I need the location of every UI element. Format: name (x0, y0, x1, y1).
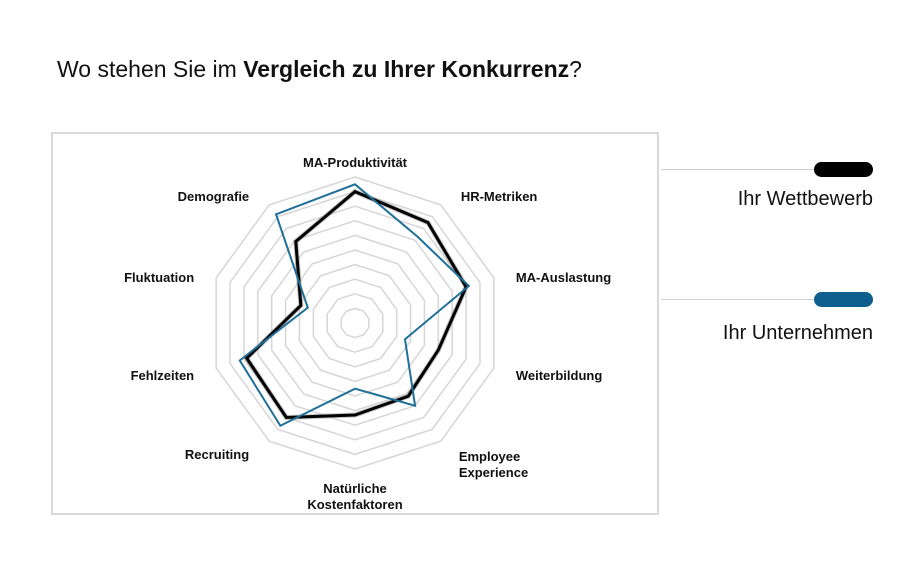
axis-label: Demografie (178, 189, 250, 204)
axis-label: Natürliche Kostenfaktoren (307, 481, 402, 512)
grid-ring (312, 278, 398, 368)
radar-chart-frame (51, 132, 659, 515)
grid-ring (270, 234, 440, 412)
axis-label: HR-Metriken (461, 189, 538, 204)
grid-ring (229, 190, 481, 456)
grid-ring (284, 249, 426, 397)
axis-label: MA-Produktivität (303, 155, 408, 170)
axis-label: Employee Experience (459, 449, 528, 480)
legend-swatch-company (814, 292, 873, 307)
page-title: Wo stehen Sie im Vergleich zu Ihrer Konk… (57, 56, 582, 82)
legend-swatch-competitor (814, 162, 873, 177)
axis-label: Weiterbildung (516, 368, 602, 383)
grid-ring (340, 307, 370, 339)
legend-label-company: Ihr Unternehmen (722, 322, 873, 344)
legend-label-competitor: Ihr Wettbewerb (737, 188, 873, 210)
axis-label: Fluktuation (124, 270, 194, 285)
grid-ring (298, 263, 412, 383)
axis-label: MA-Auslastung (516, 270, 611, 285)
legend-line-company (661, 299, 821, 300)
grid-ring (326, 293, 384, 353)
axis-label: Fehlzeiten (131, 368, 195, 383)
grid-ring (215, 176, 495, 470)
grid-ring (257, 220, 453, 426)
series-line-company (238, 183, 471, 428)
axis-label: Recruiting (185, 447, 249, 462)
legend-line-competitor (661, 169, 821, 170)
